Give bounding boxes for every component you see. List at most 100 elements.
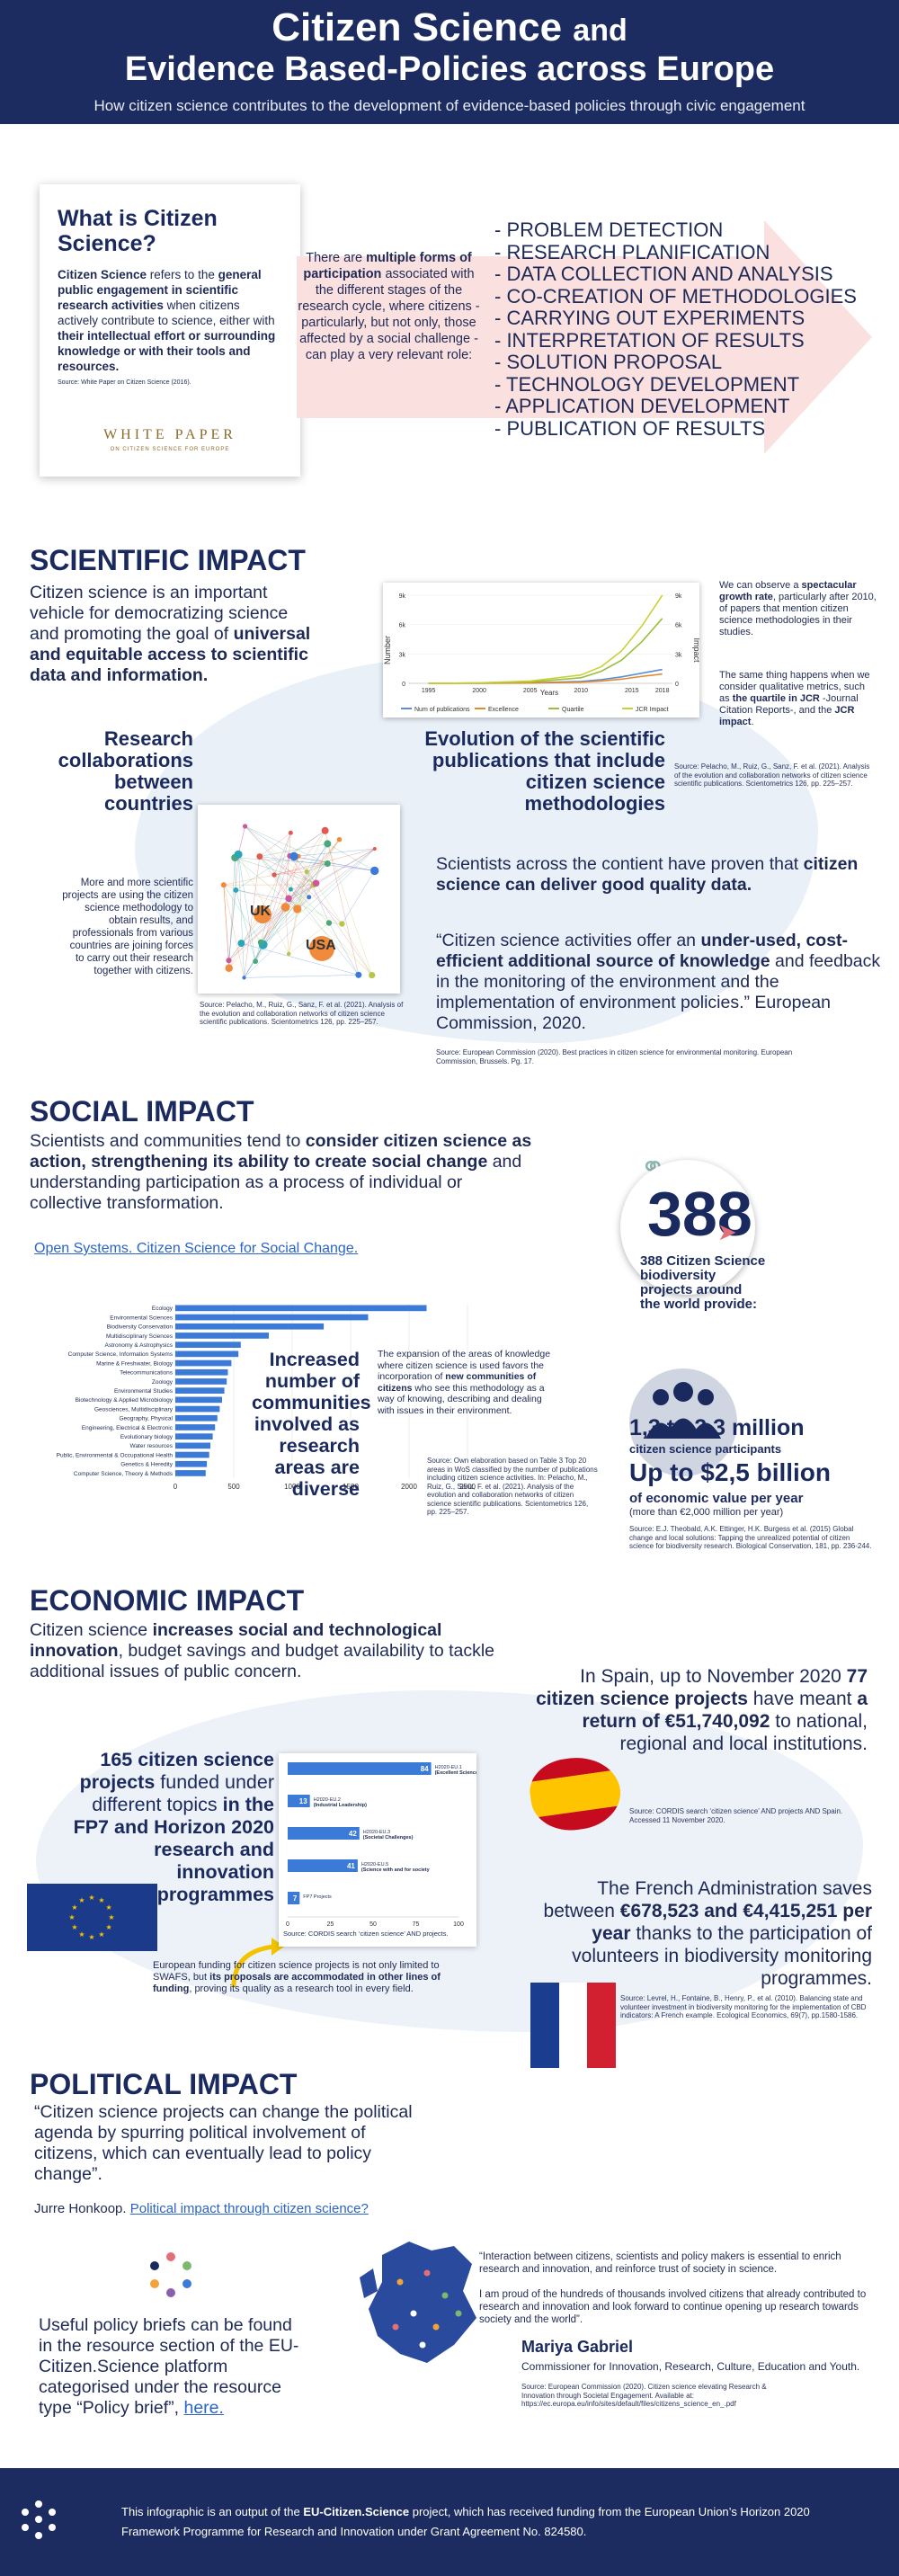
- subtitle: How citizen science contributes to the d…: [93, 97, 806, 114]
- category-label: Geosciences, Multidisciplinary: [94, 1406, 174, 1413]
- network-node: [242, 976, 246, 980]
- network-node: [372, 846, 377, 851]
- bar: [175, 1451, 209, 1458]
- increased-title: Increased number of communities involved…: [252, 1349, 371, 1500]
- policy-briefs-link[interactable]: here.: [183, 2398, 224, 2418]
- bar: [175, 1314, 369, 1321]
- person-dot: [392, 2323, 399, 2331]
- france-flag-map: [530, 1983, 617, 2068]
- network-edge: [245, 825, 328, 864]
- network-edge: [342, 870, 375, 924]
- network-node: [324, 860, 331, 868]
- participants-value: 1,3 to 2,3 million: [629, 1415, 805, 1440]
- bar: [288, 1859, 358, 1872]
- network-edge: [259, 833, 291, 857]
- network-edge: [306, 871, 330, 923]
- biodiversity-text: 388 Citizen Science biodiversity project…: [640, 1253, 766, 1312]
- network-node: [257, 939, 264, 946]
- bar: [175, 1470, 206, 1476]
- expansion-text: The expansion of the areas of knowledge …: [378, 1349, 551, 1416]
- network-node: [312, 879, 320, 887]
- network-edge: [223, 885, 262, 943]
- person-dot: [419, 2341, 426, 2349]
- network-edge: [342, 923, 372, 976]
- network-graph: UK USA: [198, 805, 400, 994]
- series-line: [428, 618, 663, 684]
- y-tick-label-right: 6k: [675, 623, 682, 629]
- person-dot: [396, 2278, 404, 2286]
- quartile-text: The same thing happens when we consider …: [719, 670, 870, 727]
- social-change-link[interactable]: Open Systems. Citizen Science for Social…: [34, 1241, 359, 1256]
- network-edge: [245, 825, 295, 857]
- star-icon: ★: [98, 1930, 104, 1939]
- network-edge: [289, 839, 340, 901]
- category-label: Computer Science, Information Systems: [68, 1351, 174, 1358]
- publications-chart-svg: Number Impact Years 1995 2000 2005 2010 2015…: [383, 593, 701, 713]
- evolution-title: Evolution of the scientific publications…: [424, 727, 665, 815]
- biodiversity-circle: [620, 1160, 755, 1295]
- network-edge: [289, 830, 325, 857]
- network-edge: [288, 898, 372, 976]
- category-label: Biotechnology & Applied Microbiology: [76, 1397, 174, 1404]
- title-line1: Citizen Science and: [271, 5, 628, 49]
- network-edge: [290, 888, 372, 976]
- star-icon: ★: [108, 1913, 114, 1921]
- star-icon: ★: [88, 1894, 94, 1902]
- category-sublabel: (Excellent Science): [435, 1770, 476, 1776]
- economic-title: ECONOMIC IMPACT: [30, 1584, 305, 1617]
- category-label: Water resources: [130, 1443, 174, 1449]
- network-edge: [289, 899, 343, 924]
- network-node: [336, 836, 343, 842]
- network-node: [256, 853, 263, 860]
- value-note: (more than €2,000 million per year): [629, 1507, 784, 1518]
- political-impact-link[interactable]: Political impact through citizen science…: [129, 2201, 369, 2216]
- category-label: H2020-EU.2: [314, 1797, 341, 1803]
- network-node: [242, 824, 248, 829]
- star-icon: ★: [71, 1903, 77, 1912]
- network-node: [288, 830, 293, 835]
- spain-text: In Spain, up to November 2020 77 citizen…: [536, 1666, 868, 1754]
- network-node: [286, 951, 291, 957]
- collab-text: More and more scientific projects are us…: [62, 878, 193, 976]
- network-edge: [260, 906, 286, 943]
- network-edge: [235, 857, 328, 864]
- star-icon: ★: [78, 1930, 85, 1939]
- bar: [175, 1405, 220, 1413]
- stage-item: - TECHNOLOGY DEVELOPMENT: [494, 372, 800, 396]
- network-edge: [293, 856, 316, 884]
- legend-label: Excellence: [488, 707, 519, 713]
- stages-arrow-icon: [297, 220, 872, 454]
- x-tick-label: 2005: [523, 688, 538, 694]
- what-is-title: What is Citizen Science?: [58, 206, 218, 256]
- stage-item: - SOLUTION PROPOSAL: [494, 351, 723, 373]
- person-dot: [410, 2310, 417, 2317]
- legend-label: Quartile: [562, 707, 584, 713]
- bar: [175, 1433, 213, 1440]
- what-is-source: Source: White Paper on Citizen Science (…: [58, 379, 191, 386]
- network-node: [280, 903, 290, 912]
- stage-item: - PROBLEM DETECTION: [494, 218, 724, 241]
- network-edge: [237, 854, 245, 978]
- title-line2: Evidence Based-Policies across Europe: [124, 50, 775, 88]
- funding-text: European funding for citizen science pro…: [153, 1960, 441, 1994]
- series-line: [428, 594, 663, 684]
- category-label: Zoology: [152, 1379, 174, 1386]
- network-edge: [263, 896, 309, 945]
- network-edge: [263, 855, 290, 945]
- bar: [175, 1396, 222, 1404]
- x-tick-label: 2000: [401, 1483, 417, 1491]
- category-sublabel: (Industrial Leadership): [314, 1803, 367, 1808]
- x-axis-label: Years: [540, 689, 558, 697]
- network-node: [234, 850, 243, 859]
- network-node: [369, 971, 376, 979]
- x-tick-label: 1000: [284, 1483, 300, 1491]
- header: Citizen Science and Evidence Based-Polic…: [0, 0, 899, 124]
- bar: [175, 1378, 227, 1385]
- category-label: Public, Environmental & Occupational Hea…: [57, 1452, 174, 1458]
- y-tick-label-right: 0: [675, 682, 679, 688]
- category-label: Environmental Sciences: [110, 1315, 173, 1321]
- network-node: [370, 866, 379, 876]
- network-node: [288, 887, 293, 892]
- stage-item: - INTERPRETATION OF RESULTS: [494, 328, 805, 352]
- policy-briefs-text: Useful policy briefs can be found in the…: [39, 2315, 299, 2418]
